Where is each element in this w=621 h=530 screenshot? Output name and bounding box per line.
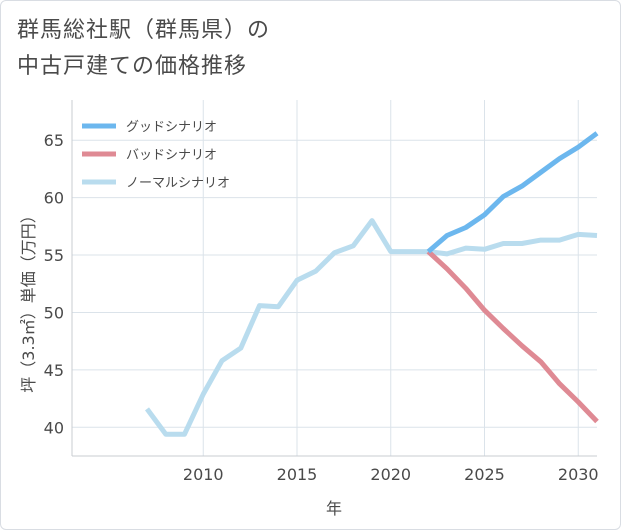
plot-area-background: [72, 100, 597, 456]
series-line-1: [426, 249, 599, 424]
y-tick-label-55: 55: [44, 246, 64, 265]
y-tick-label-60: 60: [44, 189, 64, 208]
y-tick-label-40: 40: [44, 418, 64, 437]
legend-label-0: グッドシナリオ: [126, 120, 217, 135]
x-tick-label-2020: 2020: [370, 465, 411, 484]
x-tick-label-2025: 2025: [464, 465, 505, 484]
x-tick-labels: 2010 2015 2020 2025 2030: [183, 465, 599, 484]
y-tick-label-65: 65: [44, 131, 64, 150]
axes: [71, 100, 597, 457]
y-tick-label-45: 45: [44, 361, 64, 380]
chart-title-line-2: 中古戸建ての価格推移: [17, 54, 248, 79]
x-tick-label-2030: 2030: [558, 465, 599, 484]
legend-label-1: バッドシナリオ: [126, 148, 217, 163]
x-tick-label-2010: 2010: [183, 465, 224, 484]
y-axis-label: 坪（3.3㎡）単価（万円）: [19, 207, 38, 392]
y-tick-label-50: 50: [44, 303, 64, 322]
chart-title-line-1: 群馬総社駅（群馬県）の: [17, 18, 271, 43]
y-tick-labels: 40 45 50 55 60 65: [44, 131, 64, 437]
series-lines: [144, 131, 599, 437]
chart-title: 群馬総社駅（群馬県）の 中古戸建ての価格推移: [17, 13, 270, 85]
legend-label-2: ノーマルシナリオ: [126, 176, 230, 191]
series-line-2: [144, 218, 598, 437]
series-line-0: [426, 131, 599, 254]
x-tick-label-2015: 2015: [277, 465, 318, 484]
x-axis-label: 年: [326, 499, 342, 518]
